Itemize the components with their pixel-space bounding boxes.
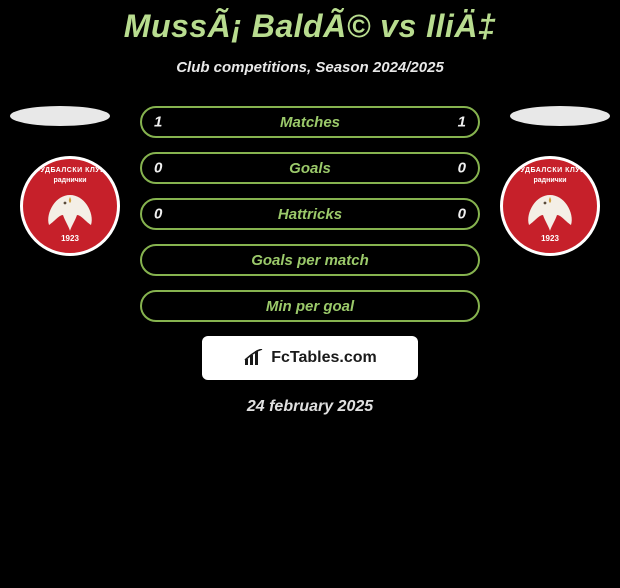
page-title: MussÃ¡ BaldÃ© vs IliÄ‡ [0, 8, 620, 45]
stat-label: Goals [289, 160, 331, 177]
player-flag-left [10, 106, 110, 126]
crest-mid-text: раднички [503, 177, 597, 184]
club-crest-right: ФУДБАЛСКИ КЛУБ раднички 1923 [500, 156, 600, 256]
attribution-text: FcTables.com [271, 349, 377, 367]
stat-row-goals-per-match: Goals per match [140, 244, 480, 276]
crest-mid-text: раднички [23, 177, 117, 184]
attribution-badge: FcTables.com [202, 336, 418, 380]
stat-value-right: 0 [458, 206, 466, 223]
date-label: 24 february 2025 [0, 398, 620, 416]
stat-label: Goals per match [251, 252, 369, 269]
eagle-icon [39, 191, 101, 235]
crest-year: 1923 [23, 234, 117, 243]
stat-row-goals: 0 Goals 0 [140, 152, 480, 184]
stats-area: ФУДБАЛСКИ КЛУБ раднички 1923 ФУДБАЛСКИ К… [0, 106, 620, 416]
crest-year: 1923 [503, 234, 597, 243]
stat-row-min-per-goal: Min per goal [140, 290, 480, 322]
stat-row-matches: 1 Matches 1 [140, 106, 480, 138]
stat-value-left: 1 [154, 114, 162, 131]
crest-top-text: ФУДБАЛСКИ КЛУБ [23, 167, 117, 174]
crest-top-text: ФУДБАЛСКИ КЛУБ [503, 167, 597, 174]
stat-value-right: 1 [458, 114, 466, 131]
stat-label: Matches [280, 114, 340, 131]
club-crest-left: ФУДБАЛСКИ КЛУБ раднички 1923 [20, 156, 120, 256]
stat-label: Min per goal [266, 298, 354, 315]
stat-value-left: 0 [154, 206, 162, 223]
stat-row-hattricks: 0 Hattricks 0 [140, 198, 480, 230]
stat-value-left: 0 [154, 160, 162, 177]
stat-value-right: 0 [458, 160, 466, 177]
bar-chart-icon [243, 349, 265, 367]
page-subtitle: Club competitions, Season 2024/2025 [0, 59, 620, 76]
eagle-icon [519, 191, 581, 235]
player-flag-right [510, 106, 610, 126]
stat-label: Hattricks [278, 206, 342, 223]
